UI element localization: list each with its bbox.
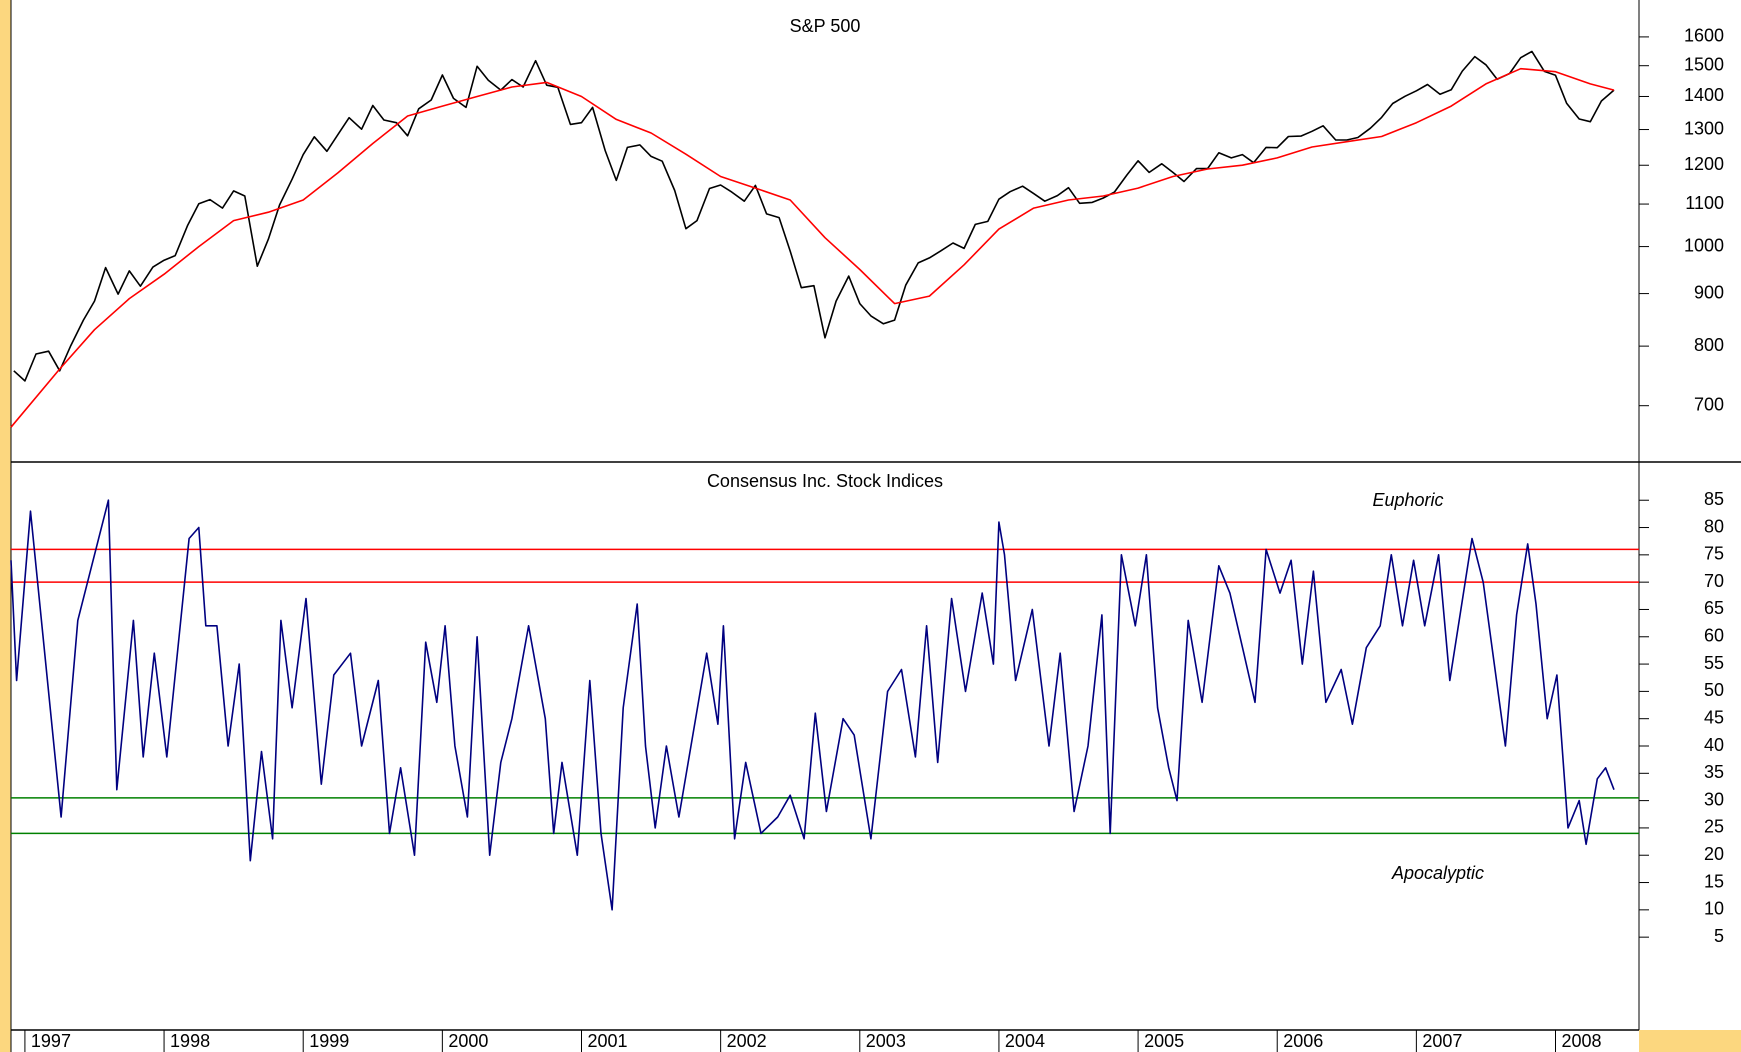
x-tick-label: 2006	[1283, 1031, 1323, 1051]
y-tick-label: 20	[1704, 844, 1724, 864]
chart-title: Consensus Inc. Stock Indices	[707, 471, 943, 491]
x-tick-label: 2000	[448, 1031, 488, 1051]
y-tick-label: 900	[1694, 282, 1724, 302]
x-tick-label: 1998	[170, 1031, 210, 1051]
y-tick-label: 55	[1704, 653, 1724, 673]
y-tick-label: 50	[1704, 680, 1724, 700]
y-tick-label: 60	[1704, 626, 1724, 646]
y-tick-label: 10	[1704, 899, 1724, 919]
data-line	[10, 499, 1615, 911]
axis-background	[11, 1030, 1639, 1052]
annotation: Apocalyptic	[1391, 863, 1484, 883]
x-tick-label: 2001	[587, 1031, 627, 1051]
x-tick-label: 2007	[1422, 1031, 1462, 1051]
y-tick-label: 85	[1704, 489, 1724, 509]
x-tick-label: 1999	[309, 1031, 349, 1051]
x-tick-label: 1997	[31, 1031, 71, 1051]
y-tick-label: 1400	[1684, 85, 1724, 105]
y-tick-label: 5	[1714, 926, 1724, 946]
y-tick-label: 45	[1704, 707, 1724, 727]
x-tick-label: 2005	[1144, 1031, 1184, 1051]
y-tick-label: 700	[1694, 394, 1724, 414]
data-line	[10, 67, 1615, 428]
y-tick-label: 1600	[1684, 26, 1724, 46]
y-tick-label: 35	[1704, 762, 1724, 782]
y-tick-label: 1100	[1685, 193, 1724, 213]
y-tick-label: 800	[1694, 335, 1724, 355]
y-tick-label: 75	[1704, 544, 1724, 564]
y-tick-label: 1300	[1684, 118, 1724, 138]
y-tick-label: 70	[1704, 571, 1724, 591]
data-line	[13, 50, 1615, 382]
y-tick-label: 40	[1704, 735, 1724, 755]
y-tick-label: 30	[1704, 789, 1724, 809]
y-tick-label: 1200	[1684, 154, 1724, 174]
x-tick-label: 2004	[1005, 1031, 1045, 1051]
x-tick-label: 2003	[866, 1031, 906, 1051]
annotation: Euphoric	[1372, 490, 1443, 510]
y-tick-label: 25	[1704, 817, 1724, 837]
y-tick-label: 15	[1704, 871, 1724, 891]
x-tick-label: 2008	[1562, 1031, 1602, 1051]
y-tick-label: 1000	[1684, 235, 1724, 255]
y-tick-label: 80	[1704, 516, 1724, 536]
plot-background	[11, 0, 1741, 1030]
y-tick-label: 1500	[1684, 54, 1724, 74]
chart-title: S&P 500	[790, 16, 861, 36]
y-tick-label: 65	[1704, 598, 1724, 618]
x-tick-label: 2002	[727, 1031, 767, 1051]
